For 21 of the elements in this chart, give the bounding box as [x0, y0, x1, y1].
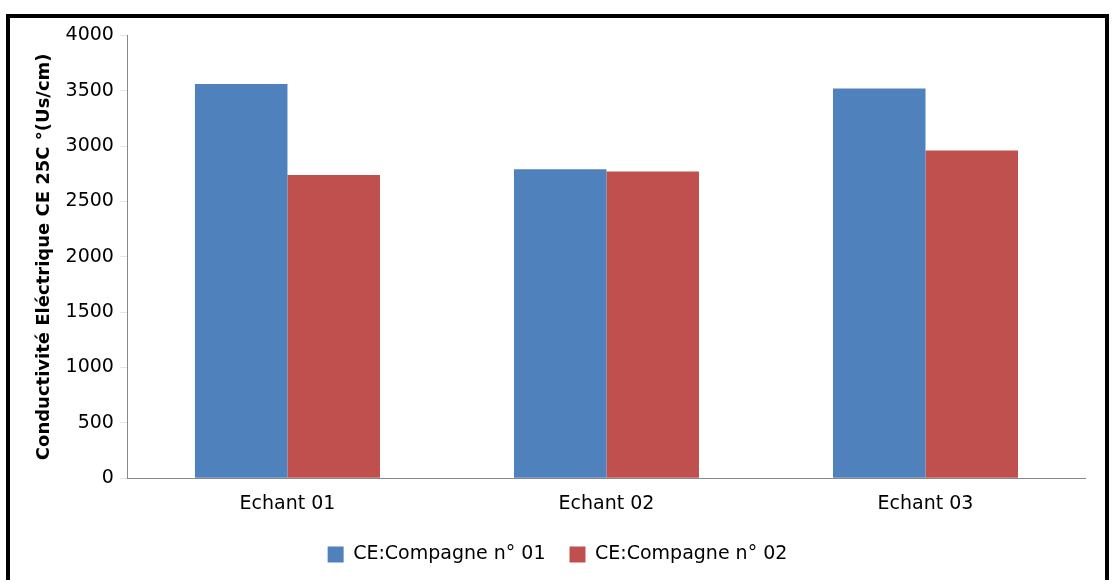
x-tick-label: Echant 01: [239, 490, 336, 513]
y-tick-label: 4000: [65, 22, 114, 45]
bar: [287, 174, 380, 478]
bar: [606, 171, 699, 478]
y-tick-label: 2500: [65, 188, 114, 211]
bar: [832, 88, 926, 478]
y-tick-label: 1500: [65, 299, 114, 322]
y-tick-label: 2000: [65, 243, 114, 266]
x-tick-label: Echant 03: [877, 490, 974, 513]
y-tick-label: 0: [101, 465, 114, 488]
legend-label: CE:Compagne n° 01: [353, 541, 546, 564]
bar: [513, 169, 607, 478]
y-tick-label: 500: [77, 409, 114, 432]
bar: [194, 84, 288, 478]
legend-label: CE:Compagne n° 02: [595, 541, 788, 564]
bar: [925, 150, 1019, 478]
y-tick-label: 1000: [65, 354, 114, 377]
x-tick-label: Echant 02: [558, 490, 655, 513]
y-tick-label: 3000: [65, 133, 114, 156]
y-tick-label: 3500: [65, 77, 114, 100]
y-axis-title: Conductivité Eléctrique CE 25C °(Us/cm): [32, 53, 54, 461]
